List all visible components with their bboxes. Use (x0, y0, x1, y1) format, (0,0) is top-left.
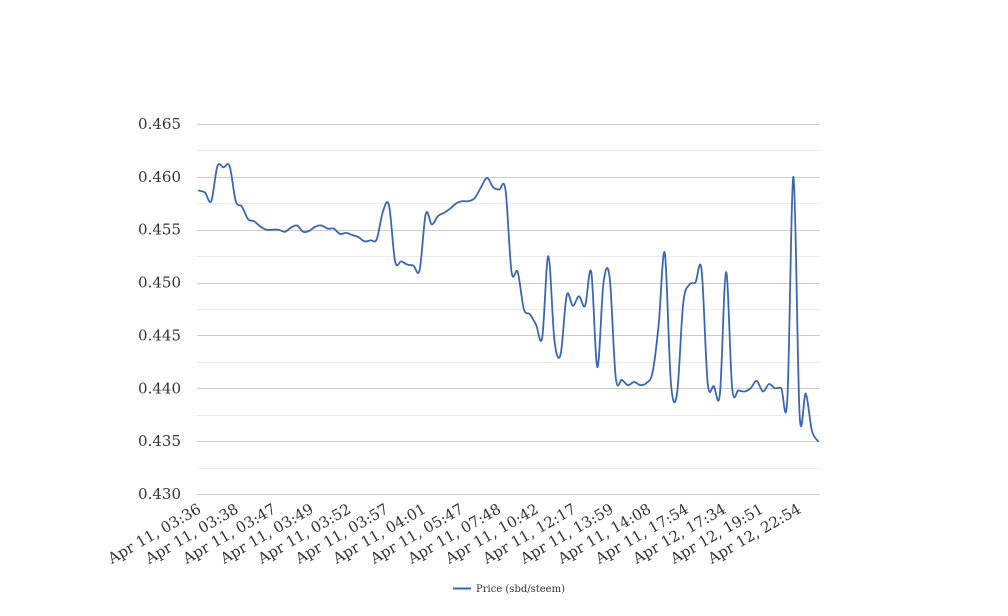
y-tick-label: 0.445 (138, 326, 181, 344)
series-layer (198, 163, 819, 443)
y-tick-label: 0.455 (138, 221, 181, 239)
series-line (198, 163, 819, 443)
grid-layer (197, 124, 820, 495)
y-tick-label: 0.465 (138, 115, 181, 133)
y-tick-label: 0.430 (138, 485, 181, 503)
y-tick-label: 0.460 (138, 168, 181, 186)
legend: Price (sbd/steem) (453, 584, 565, 595)
y-tick-label: 0.435 (138, 432, 181, 450)
legend-label: Price (sbd/steem) (476, 584, 565, 595)
y-tick-label: 0.450 (138, 274, 181, 292)
y-tick-label: 0.440 (138, 379, 181, 397)
y-axis-ticks: 0.430 0.435 0.440 0.445 0.450 0.455 0.460 0.465 (138, 115, 181, 503)
